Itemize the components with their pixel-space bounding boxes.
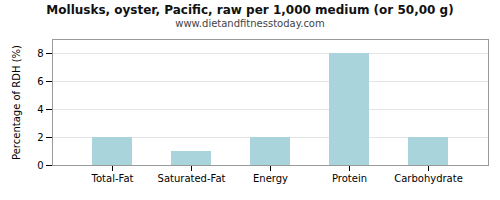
svg-text:Energy: Energy [253, 173, 288, 184]
svg-text:2: 2 [37, 132, 43, 143]
html-text:www.dietandfitnesstoday.com: www.dietandfitnesstoday.com [175, 18, 325, 29]
svg-text:Carbohydrate: Carbohydrate [394, 173, 463, 184]
svg-text:Protein: Protein [332, 173, 367, 184]
svg-text:8: 8 [37, 48, 43, 59]
svg-text:4: 4 [37, 104, 43, 115]
svg-text:Percentage of RDH (%): Percentage of RDH (%) [11, 45, 22, 160]
svg-text:Total-Fat: Total-Fat [91, 173, 134, 184]
svg-text:Saturated-Fat: Saturated-Fat [158, 173, 226, 184]
svg-text:0: 0 [37, 160, 43, 171]
svg-text:6: 6 [37, 76, 43, 87]
html-text:Mollusks, oyster, Pacific, raw: Mollusks, oyster, Pacific, raw per 1,000… [46, 3, 454, 17]
